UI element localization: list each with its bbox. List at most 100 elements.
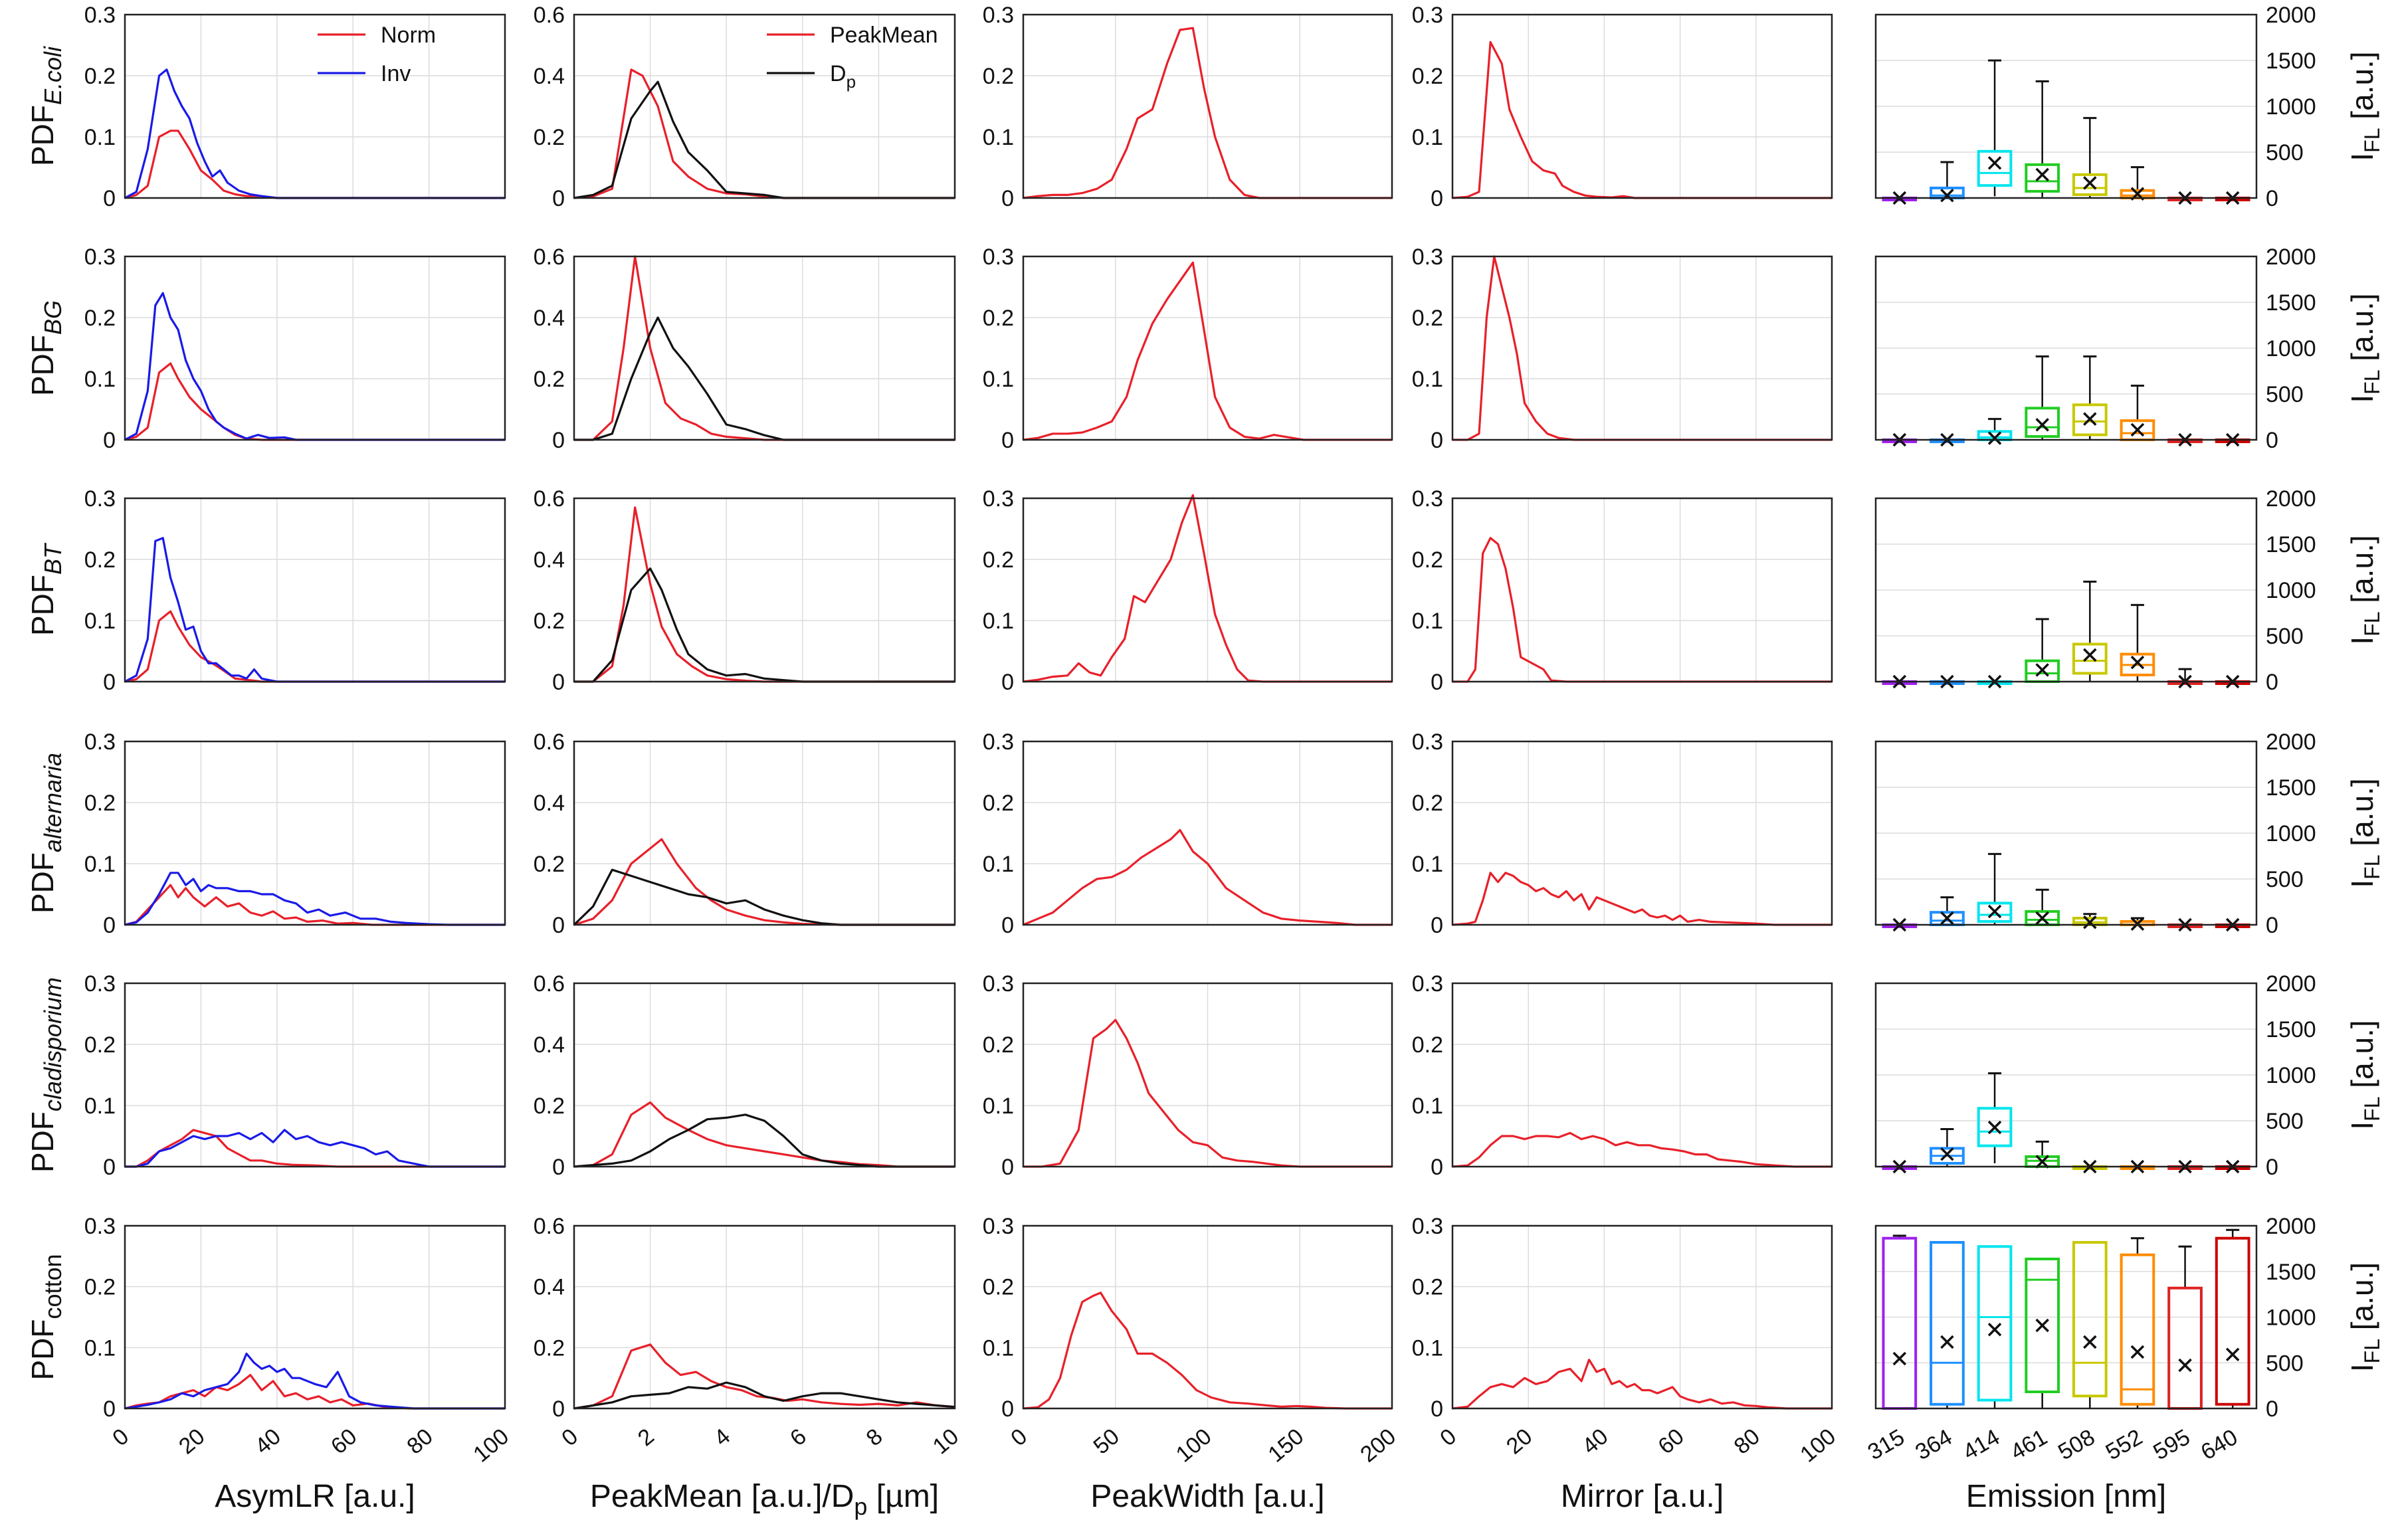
- y-tick-label: 0.2: [534, 367, 565, 392]
- box-461: [2025, 618, 2060, 683]
- box-461: [2025, 1258, 2060, 1408]
- mean-marker: [2130, 1345, 2145, 1359]
- legend-label: Norm: [381, 23, 436, 48]
- y-tick-label: 0: [1431, 186, 1443, 211]
- box-364: [1930, 161, 1965, 203]
- mean-marker: [1987, 431, 2002, 445]
- y-tick-label: 0.1: [84, 125, 116, 150]
- series-line-d_p: [574, 316, 955, 441]
- y-tick-label: 0: [552, 1155, 565, 1180]
- panel-emission-row-1: 0 500 1000 1500 2000 IFL [a.u.]: [1874, 3, 2384, 211]
- box-414: [1977, 852, 2013, 925]
- series-line-mirror: [1452, 41, 1832, 199]
- panel-mirror-row-2: 0 0.1 0.2 0.3: [1412, 244, 1833, 453]
- series-line-inv: [124, 537, 505, 683]
- y-tick-label: 0.4: [534, 547, 565, 573]
- y-tick-label: 0.1: [983, 367, 1014, 392]
- y-tick-label: 0.1: [983, 1335, 1014, 1361]
- x-tick-label: 2: [633, 1424, 659, 1451]
- y-tick-label: 0.3: [1412, 244, 1443, 270]
- y-tick-label: 0: [103, 1396, 116, 1422]
- y-tick-label: 1500: [2266, 1260, 2316, 1285]
- y-tick-label: 0.3: [1412, 971, 1443, 997]
- y-tick-label: 0.3: [84, 1214, 116, 1239]
- series-line-peakmean: [573, 68, 955, 199]
- axes-frame: [124, 497, 506, 683]
- mean-marker: [2035, 911, 2049, 925]
- panel-mirror-row-6: 0 0.1 0.2 0.3 0 20 40 60 80 100: [1412, 1214, 1841, 1468]
- y-tick-label: 0.2: [84, 306, 116, 331]
- y-tick-label: 0: [2266, 913, 2278, 938]
- y-tick-label: 0.4: [534, 791, 565, 816]
- y-tick-label: 0: [2266, 428, 2278, 453]
- panel-peakmean-row-3: 0 0.2 0.4 0.6: [534, 486, 956, 695]
- x-tick-label: 364: [1911, 1424, 1956, 1465]
- y-tick-label: 500: [2266, 140, 2304, 165]
- axes-frame: [124, 1224, 506, 1410]
- y-tick-label: 0.6: [534, 1214, 565, 1239]
- y-tick-label: 0.1: [1412, 1094, 1443, 1119]
- panel-emission-row-4: 0 500 1000 1500 2000 IFL [a.u.]: [1874, 729, 2384, 938]
- axes-frame: [1022, 1224, 1393, 1410]
- x-tick-label: 40: [1577, 1424, 1613, 1459]
- series-line-peakmean: [573, 1343, 955, 1410]
- series-line-norm: [124, 362, 505, 441]
- y-tick-label: 0.2: [84, 1032, 116, 1058]
- x-axis-label: PeakMean [a.u.]/Dp [µm]: [590, 1479, 939, 1520]
- series-line-peakmean: [574, 255, 955, 441]
- panel-asymlr-row-2: 0 0.1 0.2 0.3: [84, 244, 506, 453]
- y-tick-label: 0.1: [84, 367, 116, 392]
- panel-peakmean-row-1: 0 0.2 0.4 0.6 PeakMean Dp: [534, 3, 956, 211]
- series-line-d_p: [573, 1113, 955, 1168]
- axes-frame: [124, 255, 506, 441]
- y-tick-label: 0.2: [534, 852, 565, 877]
- y-tick-label: 0.2: [983, 791, 1014, 816]
- y-tick-label: 0.3: [983, 3, 1014, 28]
- series-line-mirror: [1452, 255, 1832, 441]
- y-tick-label: 0: [1431, 1396, 1443, 1422]
- y-tick-label: 0: [552, 670, 565, 695]
- axes-frame: [573, 255, 956, 441]
- box-508: [2072, 355, 2108, 440]
- axes-frame: [1022, 13, 1393, 199]
- x-tick-label: 6: [785, 1424, 811, 1451]
- box: [1882, 1236, 1918, 1410]
- row-y-label: PDFE.coli: [25, 46, 66, 166]
- series-line-inv: [125, 1129, 505, 1168]
- x-tick-label: 8: [862, 1424, 888, 1451]
- series-line-peakwidth: [1023, 828, 1392, 926]
- axes-frame: [573, 740, 956, 926]
- y-tick-label: 0.2: [983, 306, 1014, 331]
- box-461: [2025, 888, 2060, 926]
- y-tick-label: 0: [2266, 1155, 2278, 1180]
- y-tick-label: 0.2: [534, 125, 565, 150]
- series-line-inv: [124, 1352, 505, 1410]
- legend: PeakMean Dp: [767, 23, 938, 92]
- x-tick-label: 4: [709, 1424, 735, 1451]
- series-line-mirror: [1452, 872, 1832, 926]
- x-tick-label: 0: [1435, 1424, 1461, 1451]
- x-tick-label: 414: [1959, 1424, 2004, 1465]
- panel-peakwidth-row-1: 0 0.1 0.2 0.3: [983, 3, 1393, 211]
- y-tick-label: 0.2: [1412, 1032, 1443, 1058]
- y-tick-label: 0.1: [983, 852, 1014, 877]
- y-tick-label: 0.1: [84, 609, 116, 634]
- series-line-peakmean: [573, 838, 955, 926]
- series-line-d_p: [574, 567, 955, 683]
- y-tick-label: 0: [1001, 670, 1014, 695]
- x-tick-label: 60: [1653, 1424, 1688, 1459]
- mean-marker: [2083, 176, 2097, 190]
- y-tick-label: 0.1: [1412, 609, 1443, 634]
- legend-label: PeakMean: [830, 23, 938, 48]
- series-line-inv: [124, 68, 505, 199]
- panel-emission-row-5: 0 500 1000 1500 2000 IFL [a.u.]: [1874, 971, 2384, 1180]
- box-595: [2167, 1245, 2203, 1410]
- series-line-norm: [124, 884, 505, 926]
- panel-mirror-row-3: 0 0.1 0.2 0.3: [1412, 486, 1833, 695]
- y-tick-label: 0: [552, 913, 565, 938]
- box-414: [1977, 1072, 2013, 1163]
- y-tick-label: 500: [2266, 867, 2304, 892]
- series-line-peakwidth: [1023, 27, 1392, 199]
- series-line-inv: [124, 872, 505, 926]
- box-461: [2025, 80, 2060, 197]
